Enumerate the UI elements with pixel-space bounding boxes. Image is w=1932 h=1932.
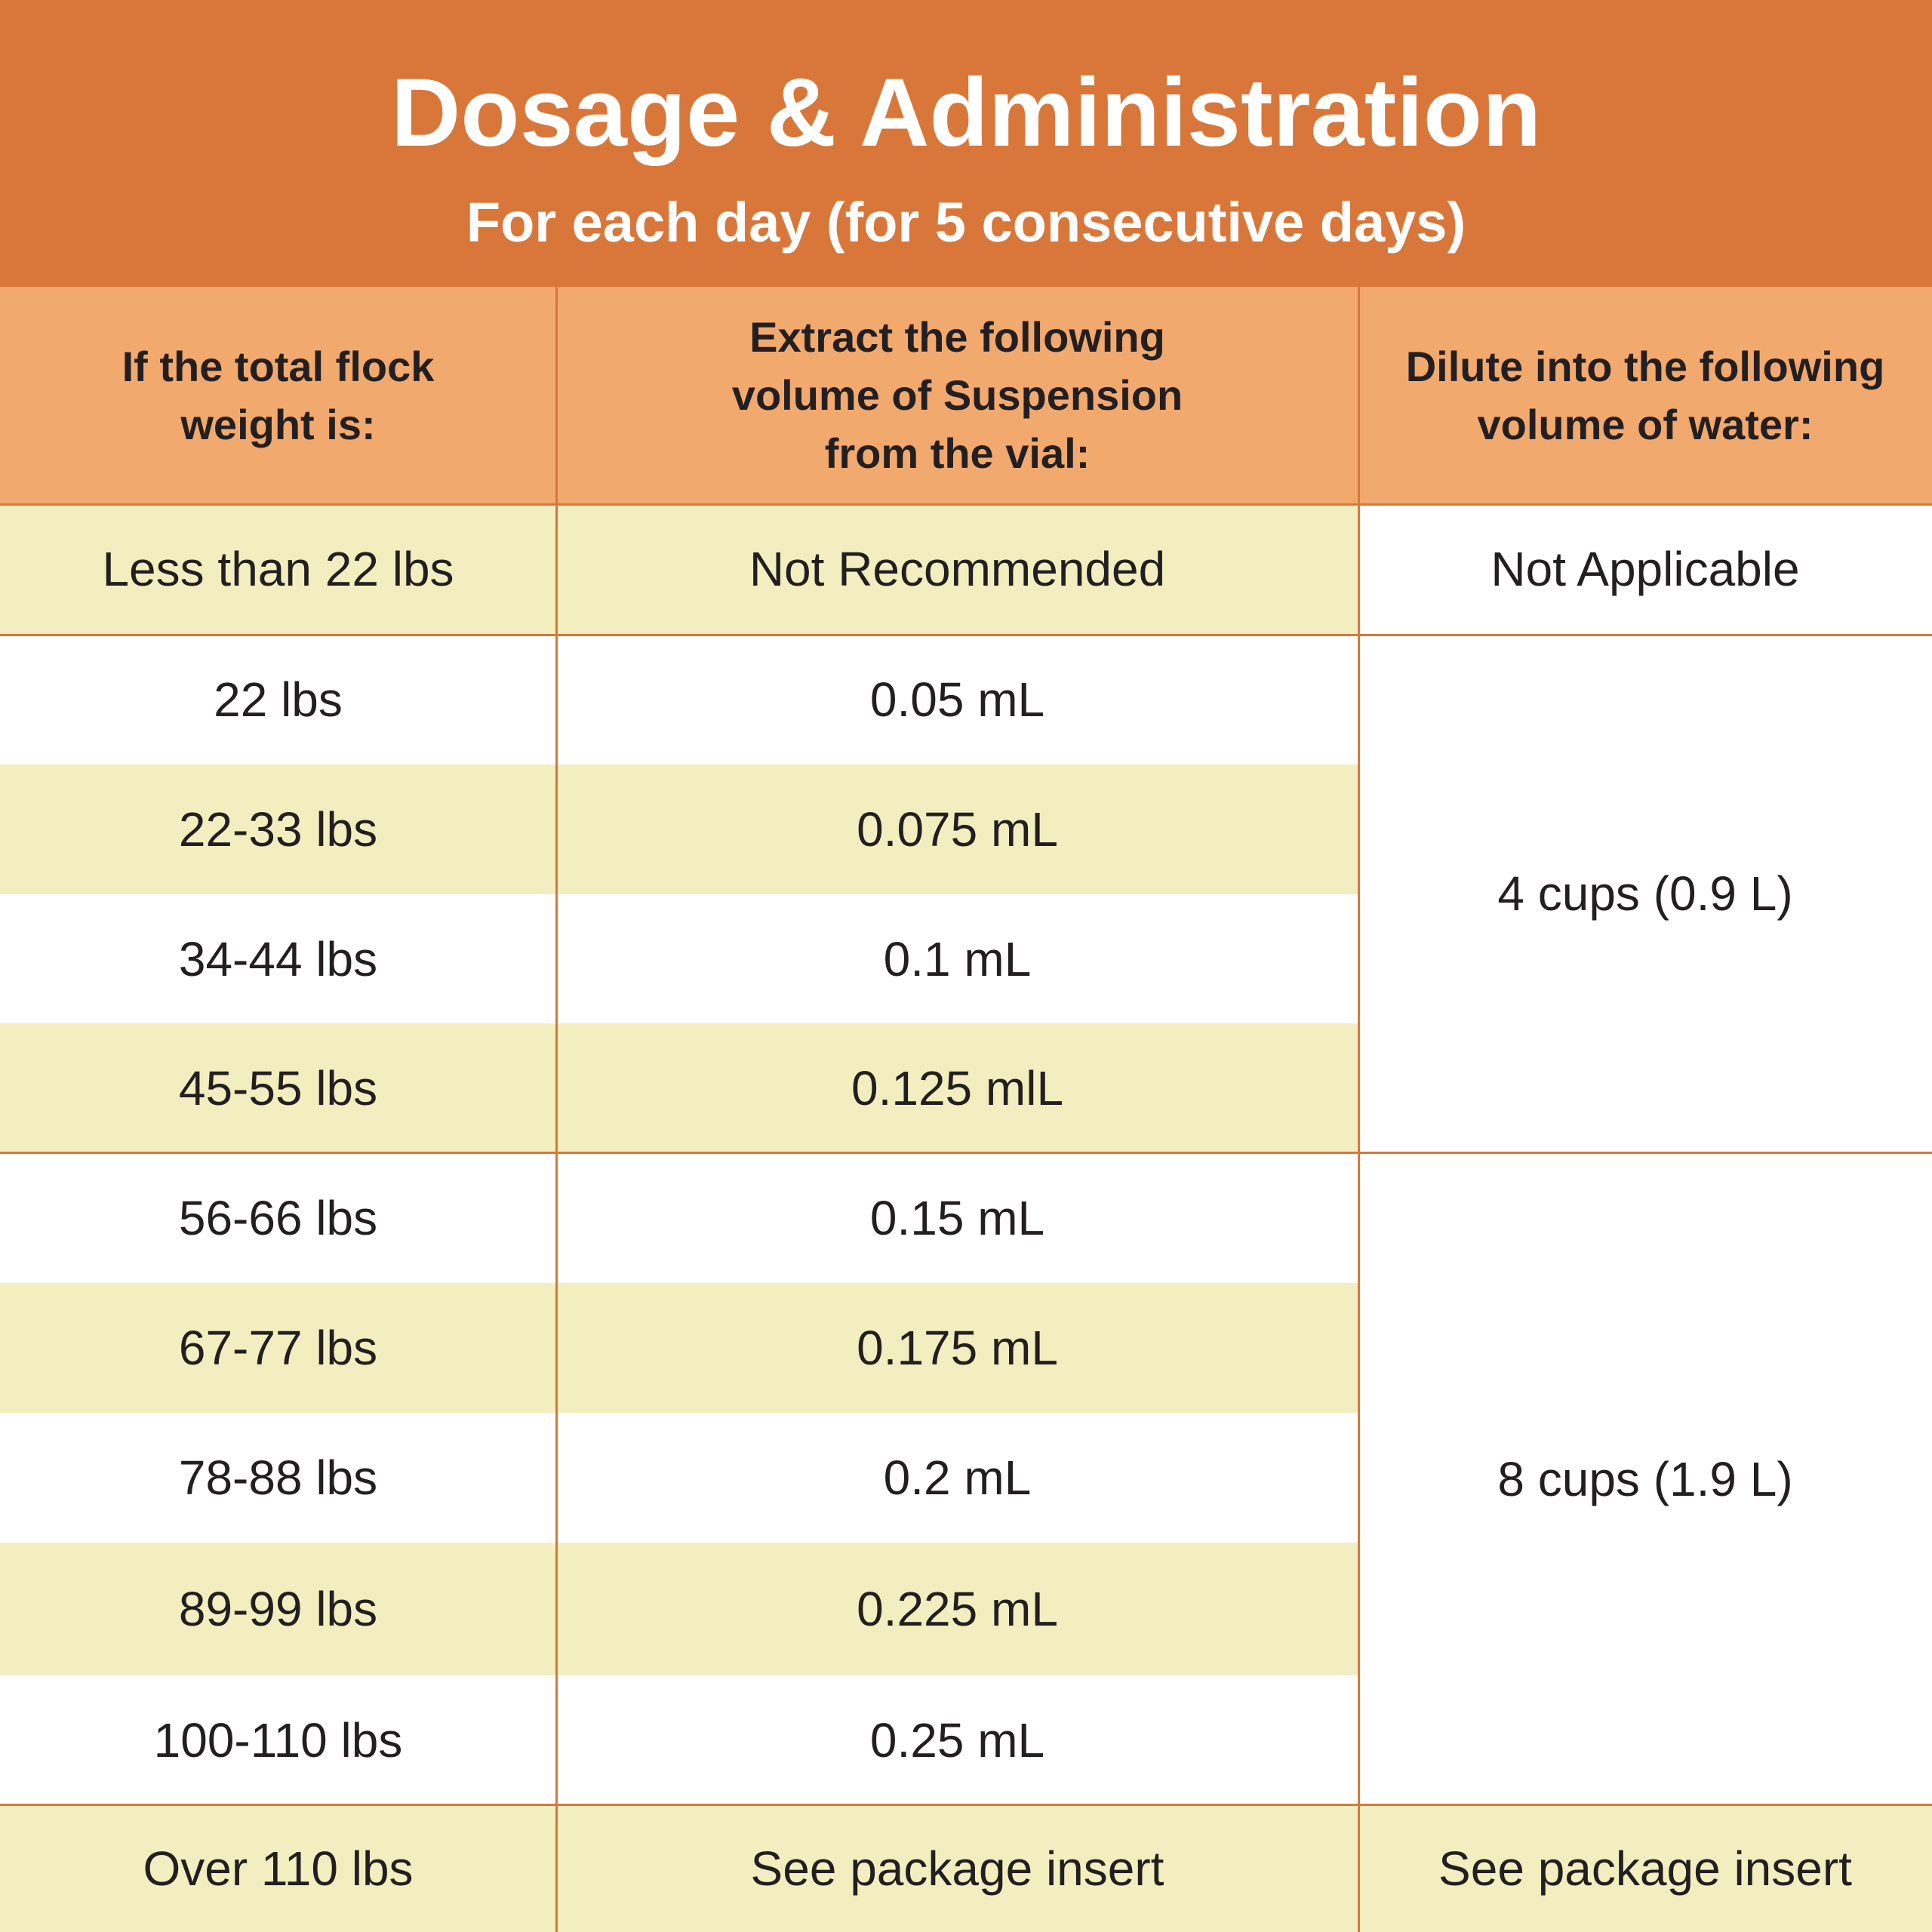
volume-cell: 0.2 mL [556,1413,1358,1543]
weight-cell: Over 110 lbs [0,1805,556,1932]
column-header-volume: Extract the following volume of Suspensi… [556,287,1358,503]
weight-cell: 45-55 lbs [0,1023,556,1153]
water-cell: 4 cups (0.9 L) [1358,634,1932,1153]
volume-cell: See package insert [556,1805,1358,1932]
table-header-banner: Dosage & Administration For each day (fo… [0,0,1932,287]
volume-cell: 0.125 mlL [556,1023,1358,1153]
column-header-line: Extract the following [749,313,1165,361]
column-header-line: weight is: [180,400,376,448]
volume-cell: 0.25 mL [556,1675,1358,1805]
weight-cell: 78-88 lbs [0,1413,556,1543]
weight-cell: Less than 22 lbs [0,503,556,634]
row-divider [0,1804,1932,1806]
weight-cell: 56-66 lbs [0,1153,556,1283]
water-cell: See package insert [1358,1805,1932,1932]
column-header-water: Dilute into the following volume of wate… [1358,287,1932,503]
row-divider [0,634,1932,636]
volume-cell: 0.075 mL [556,764,1358,894]
column-header-line: If the total flock [122,342,435,390]
column-header-line: volume of water: [1477,400,1814,448]
weight-cell: 22 lbs [0,634,556,764]
water-cell: 8 cups (1.9 L) [1358,1153,1932,1805]
weight-cell: 67-77 lbs [0,1283,556,1413]
column-header-line: from the vial: [824,429,1091,477]
weight-cell: 34-44 lbs [0,894,556,1023]
weight-cell: 22-33 lbs [0,764,556,894]
column-divider [1358,287,1360,1932]
weight-cell: 89-99 lbs [0,1543,556,1675]
column-header-line: Dilute into the following [1405,342,1885,390]
column-header-weight: If the total flock weight is: [0,287,556,503]
volume-cell: Not Recommended [556,503,1358,634]
page-subtitle: For each day (for 5 consecutive days) [466,191,1466,254]
volume-cell: 0.175 mL [556,1283,1358,1413]
weight-cell: 100-110 lbs [0,1675,556,1805]
volume-cell: 0.225 mL [556,1543,1358,1675]
volume-cell: 0.1 mL [556,894,1358,1023]
volume-cell: 0.05 mL [556,634,1358,764]
column-header-line: volume of Suspension [731,371,1183,419]
volume-cell: 0.15 mL [556,1153,1358,1283]
row-divider [0,1152,1932,1154]
column-divider [555,287,558,1932]
page-title: Dosage & Administration [390,59,1542,167]
water-cell: Not Applicable [1358,503,1932,634]
row-divider [0,503,1932,506]
